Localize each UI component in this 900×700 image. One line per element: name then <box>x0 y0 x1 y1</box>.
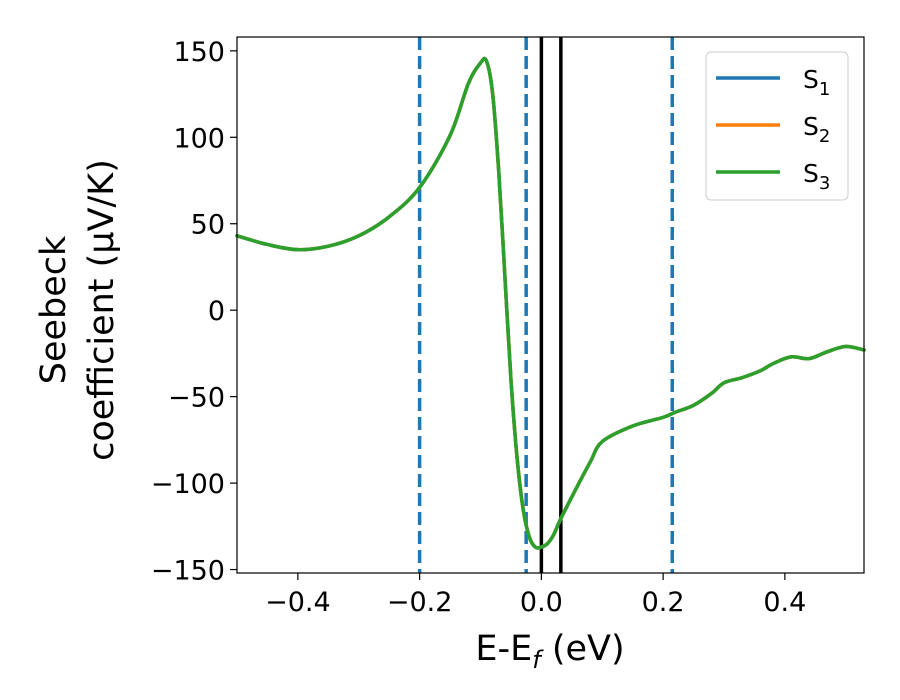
x-tick-label: 0.0 <box>520 587 563 618</box>
series-lines <box>235 56 866 550</box>
y-tick-label: 100 <box>173 123 225 154</box>
y-axis-label-line1: Seebeck <box>34 235 74 384</box>
legend-label-s1: S1 <box>803 65 830 100</box>
x-tick-label: 0.2 <box>642 587 685 618</box>
legend-label-s2: S2 <box>803 112 830 147</box>
y-axis-label-line2: coefficient (μV/K) <box>82 159 122 461</box>
x-axis-ticks: −0.4 −0.2 0.0 0.2 0.4 <box>265 573 806 618</box>
x-axis-label-main: E-E <box>475 629 532 669</box>
y-axis-label: Seebeck coefficient (μV/K) <box>34 159 122 461</box>
legend-label-main: S <box>803 112 819 141</box>
x-tick-label: 0.4 <box>763 587 806 618</box>
series-line-s3 <box>235 56 866 550</box>
reference-lines <box>417 37 674 573</box>
y-tick-label: 50 <box>191 210 225 241</box>
legend-label-sub: 1 <box>819 79 830 100</box>
legend-label-s3: S3 <box>803 159 830 194</box>
y-tick-label: −100 <box>151 469 225 500</box>
y-tick-label: −150 <box>151 556 225 587</box>
x-axis-label: E-Ef (eV) <box>475 629 624 674</box>
legend-label-sub: 2 <box>819 126 830 147</box>
y-tick-label: −50 <box>168 383 225 414</box>
y-tick-label: 150 <box>173 37 225 68</box>
x-tick-label: −0.4 <box>265 587 331 618</box>
legend-label-main: S <box>803 65 819 94</box>
legend-label-sub: 3 <box>819 173 830 194</box>
legend-label-main: S <box>803 159 819 188</box>
x-axis-label-tail: (eV) <box>541 629 625 669</box>
y-tick-label: 0 <box>208 296 225 327</box>
y-axis-ticks: 150 100 50 0 −50 −100 −150 <box>151 37 237 587</box>
plot-frame <box>236 36 865 574</box>
x-tick-label: −0.2 <box>387 587 453 618</box>
